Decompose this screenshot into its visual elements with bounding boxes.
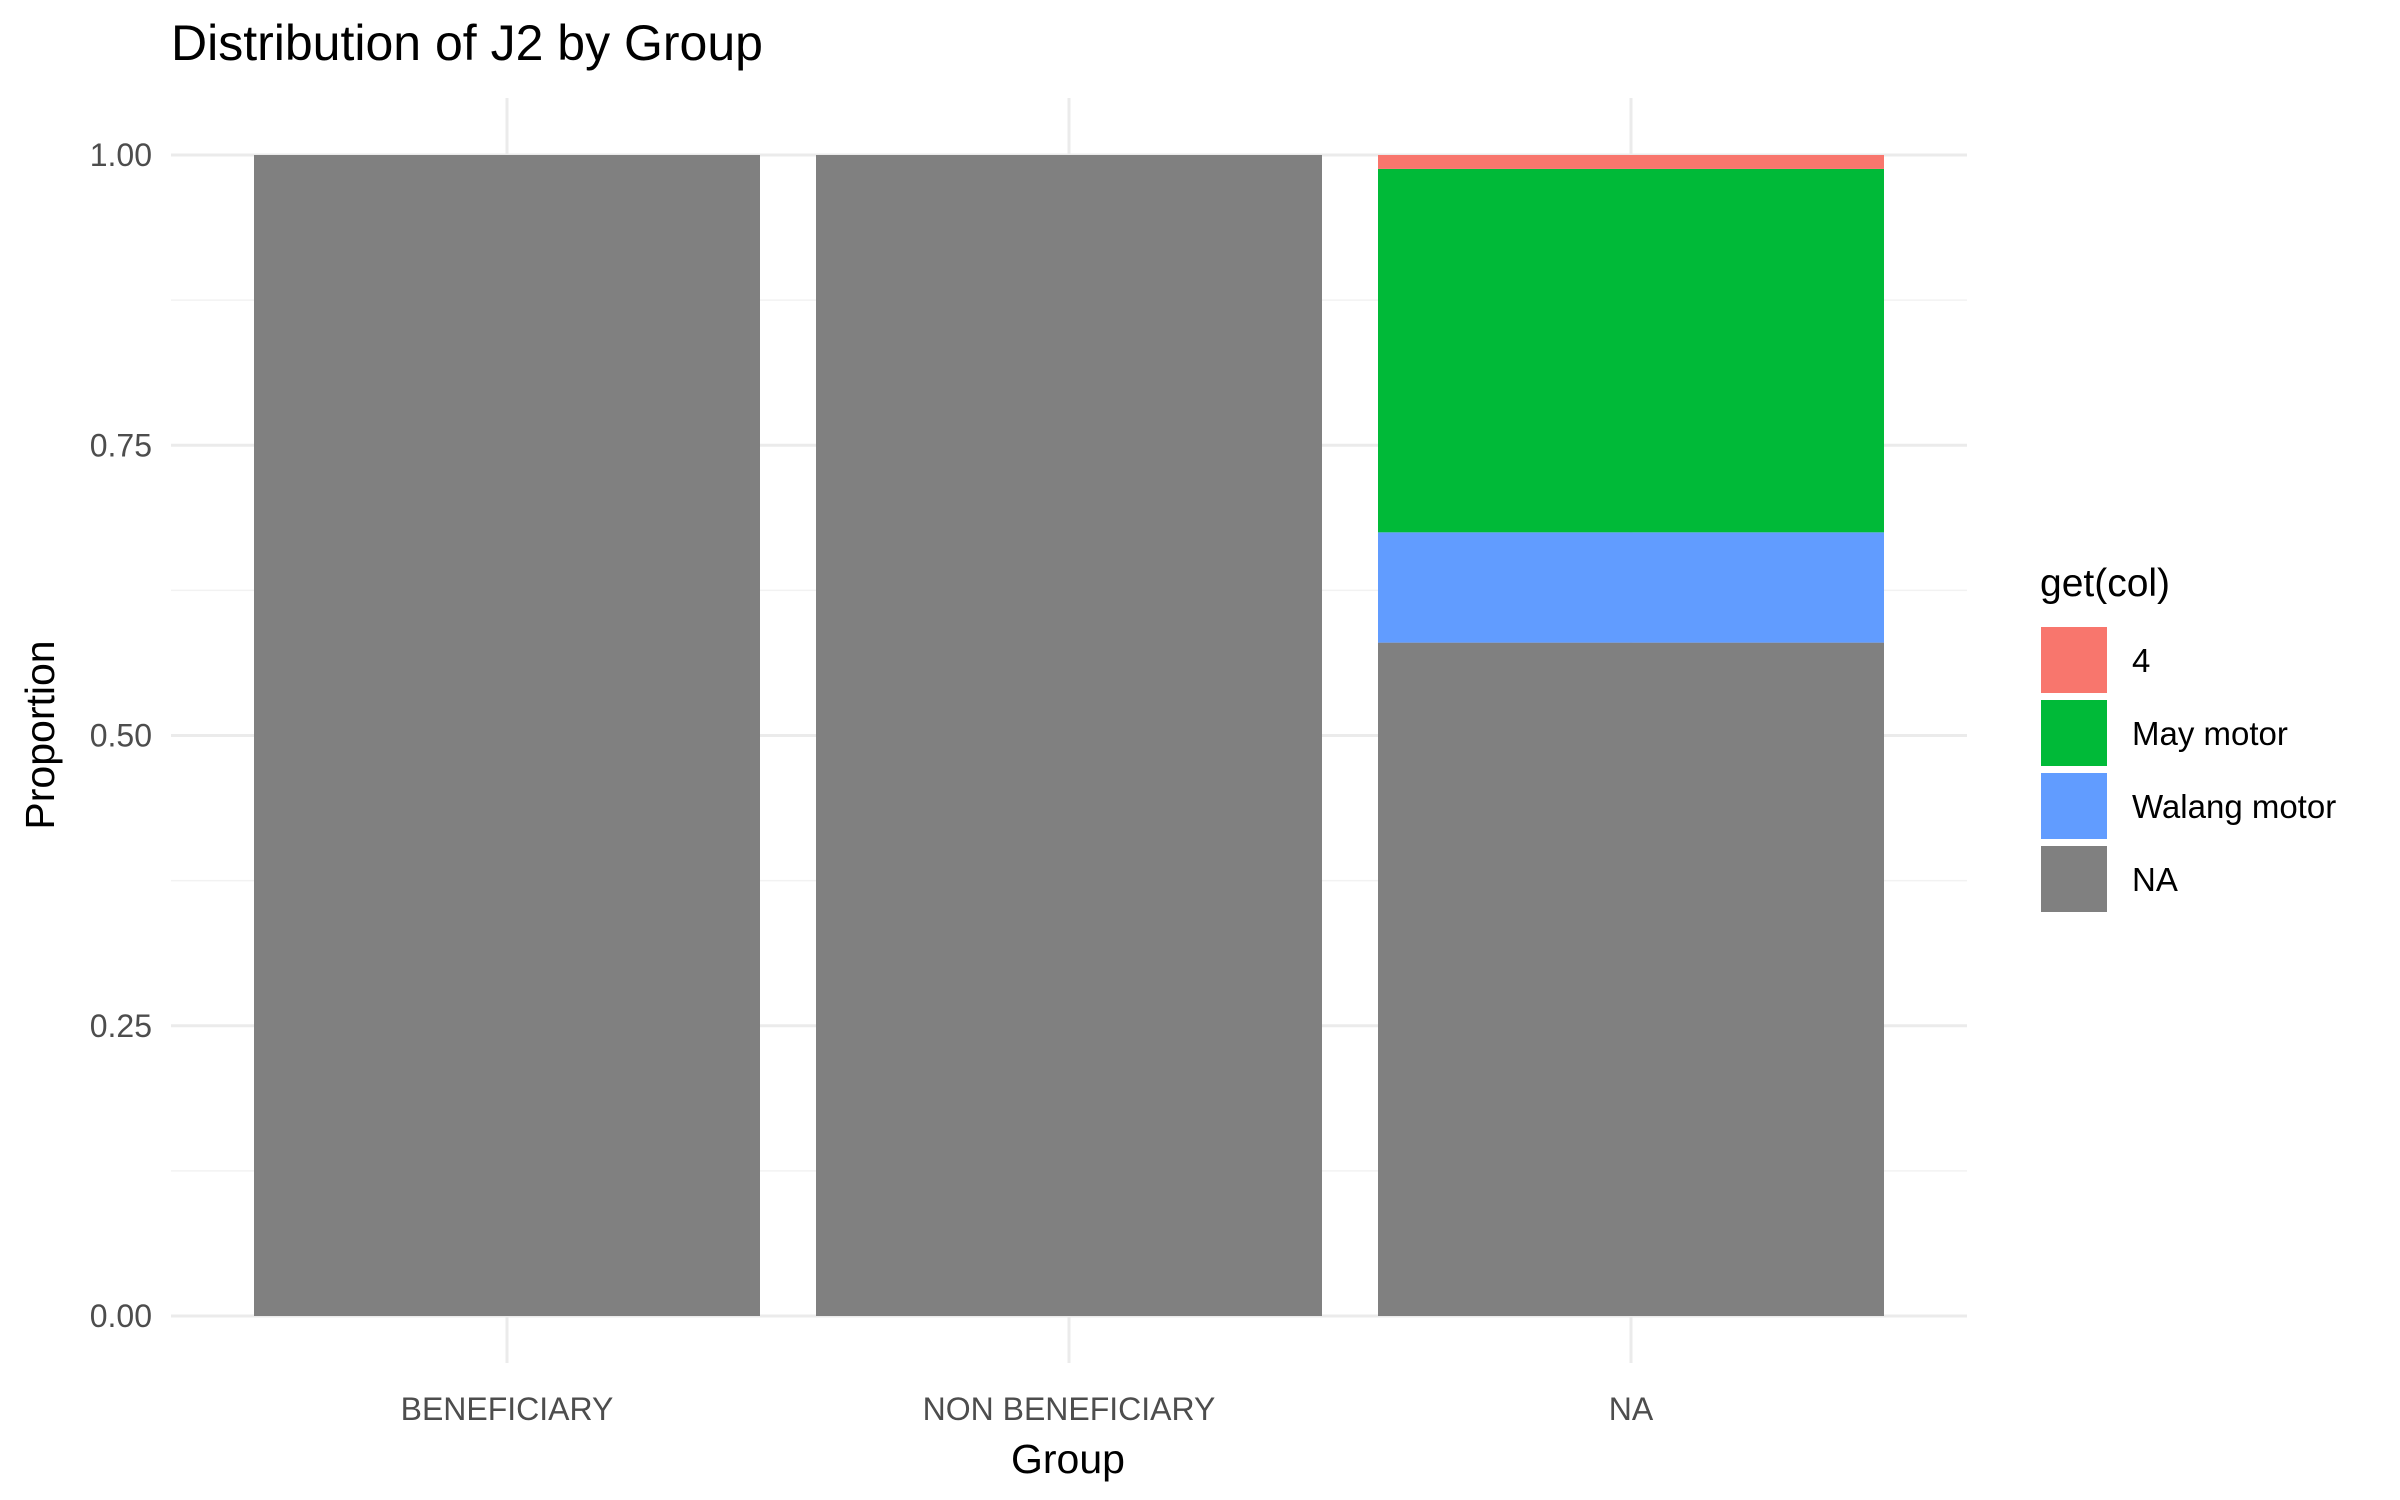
x-tick-label: NA (1609, 1391, 1654, 1427)
y-axis-title: Proportion (17, 640, 63, 829)
legend-key (2041, 700, 2107, 766)
y-tick-label: 0.50 (90, 718, 152, 754)
x-axis-ticks: BENEFICIARY NON BENEFICIARY NA (401, 1391, 1654, 1427)
legend-label: NA (2132, 861, 2178, 898)
x-axis-title: Group (1011, 1436, 1125, 1482)
bar-segment-1-4 (254, 155, 760, 1316)
legend-key (2041, 773, 2107, 839)
legend-label: May motor (2132, 715, 2288, 752)
bar-segment-3-3 (1378, 532, 1884, 643)
y-axis-ticks: 0.00 0.25 0.50 0.75 1.00 (90, 137, 152, 1334)
y-tick-label: 0.25 (90, 1008, 152, 1044)
y-tick-label: 0.75 (90, 427, 152, 463)
chart-title: Distribution of J2 by Group (171, 15, 763, 71)
x-tick-label: NON BENEFICIARY (923, 1391, 1216, 1427)
legend-key (2041, 627, 2107, 693)
bar-segment-3-2 (1378, 168, 1884, 533)
legend-label: 4 (2132, 642, 2150, 679)
legend: get(col) 4 May motor Walang motor NA (2040, 562, 2336, 912)
x-tick-label: BENEFICIARY (401, 1391, 614, 1427)
bar-segment-3-4 (1378, 642, 1884, 1316)
legend-key (2041, 846, 2107, 912)
legend-label: Walang motor (2132, 788, 2336, 825)
legend-title: get(col) (2040, 562, 2170, 605)
y-tick-label: 0.00 (90, 1298, 152, 1334)
y-tick-label: 1.00 (90, 137, 152, 173)
bar-segment-2-4 (816, 155, 1322, 1316)
bar-segment-3-1 (1378, 155, 1884, 169)
bars (254, 155, 1884, 1316)
